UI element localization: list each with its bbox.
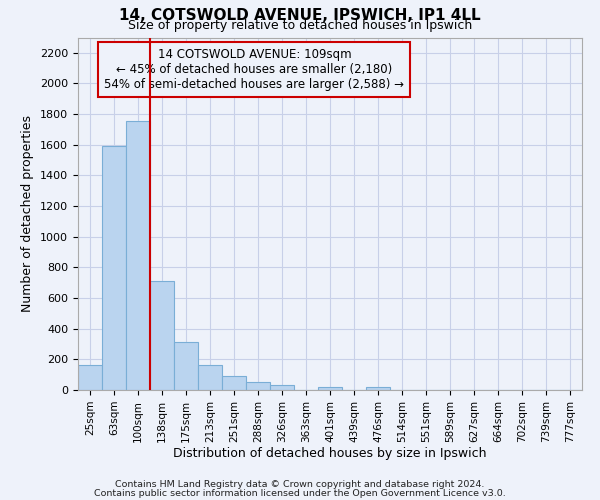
- Bar: [126, 121, 150, 390]
- Bar: [270, 386, 294, 390]
- X-axis label: Distribution of detached houses by size in Ipswich: Distribution of detached houses by size …: [173, 448, 487, 460]
- Text: Contains HM Land Registry data © Crown copyright and database right 2024.: Contains HM Land Registry data © Crown c…: [115, 480, 485, 489]
- Y-axis label: Number of detached properties: Number of detached properties: [22, 116, 34, 312]
- Bar: [198, 366, 222, 390]
- Bar: [174, 342, 198, 390]
- Bar: [246, 382, 270, 390]
- Bar: [222, 376, 246, 390]
- Text: Size of property relative to detached houses in Ipswich: Size of property relative to detached ho…: [128, 19, 472, 32]
- Bar: [318, 387, 342, 390]
- Bar: [150, 281, 174, 390]
- Bar: [78, 366, 102, 390]
- Text: 14 COTSWOLD AVENUE: 109sqm
← 45% of detached houses are smaller (2,180)
54% of s: 14 COTSWOLD AVENUE: 109sqm ← 45% of deta…: [104, 48, 404, 91]
- Bar: [366, 387, 390, 390]
- Text: Contains public sector information licensed under the Open Government Licence v3: Contains public sector information licen…: [94, 488, 506, 498]
- Text: 14, COTSWOLD AVENUE, IPSWICH, IP1 4LL: 14, COTSWOLD AVENUE, IPSWICH, IP1 4LL: [119, 8, 481, 22]
- Bar: [102, 146, 126, 390]
